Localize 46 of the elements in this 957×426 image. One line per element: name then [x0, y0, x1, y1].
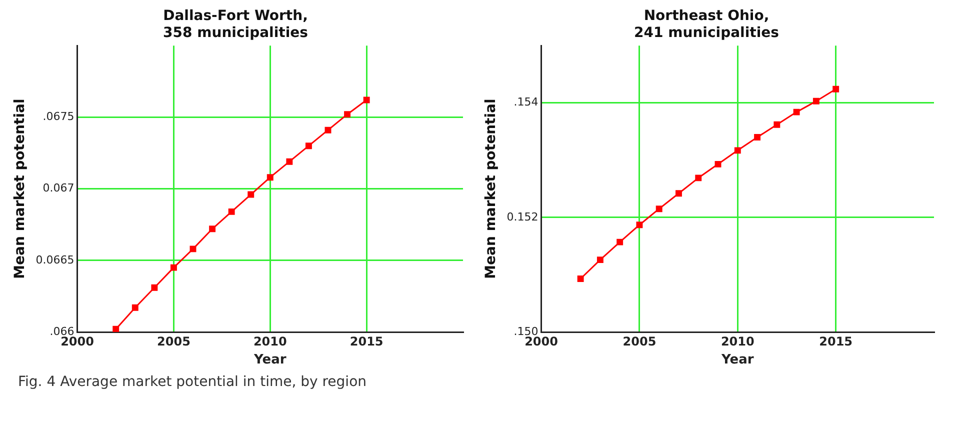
point	[363, 96, 370, 104]
y-tick-label: .154	[514, 96, 538, 109]
point	[616, 238, 624, 246]
caption: Fig. 4 Average market potential in time, by region	[18, 374, 368, 390]
x-tick-label: 2015	[819, 334, 853, 348]
y-axis-title: Mean market potential	[483, 98, 500, 279]
point	[132, 304, 138, 311]
chart-title: Northeast Ohio, 241 municipalities	[634, 8, 779, 41]
point	[151, 284, 158, 291]
point	[676, 190, 682, 197]
point	[714, 160, 722, 168]
point	[266, 174, 274, 181]
x-axis-title: Year	[720, 352, 754, 368]
point	[596, 256, 604, 264]
point	[754, 134, 761, 140]
y-tick-label: .0675	[42, 110, 74, 124]
x-tick-label: 2005	[157, 334, 190, 348]
point	[190, 246, 196, 252]
point	[577, 276, 584, 282]
point	[112, 326, 120, 332]
x-tick-label: 2010	[253, 334, 287, 348]
y-tick-label: 0.152	[506, 210, 538, 224]
point	[774, 121, 780, 128]
point	[695, 174, 702, 182]
chart-title: Dallas-Fort Worth, 358 municipalities	[163, 8, 308, 41]
point	[324, 126, 332, 134]
point	[656, 206, 662, 212]
x-axis-title: Year	[253, 352, 287, 368]
y-tick-label: 0.0665	[36, 253, 74, 266]
point	[305, 142, 312, 150]
y-tick-label: 0.067	[42, 182, 74, 195]
point	[228, 208, 235, 215]
y-axis-title: Mean market potential	[12, 98, 28, 279]
point	[248, 191, 254, 198]
point	[636, 222, 643, 228]
point	[344, 111, 351, 118]
point	[170, 264, 177, 271]
point	[812, 98, 820, 104]
x-tick-label: 2005	[622, 334, 656, 348]
point	[286, 158, 293, 165]
point	[734, 147, 741, 154]
point	[832, 86, 840, 92]
x-tick-label: 2010	[720, 334, 754, 348]
point	[793, 108, 800, 116]
x-tick-label: 2015	[350, 334, 384, 348]
point	[209, 226, 216, 232]
